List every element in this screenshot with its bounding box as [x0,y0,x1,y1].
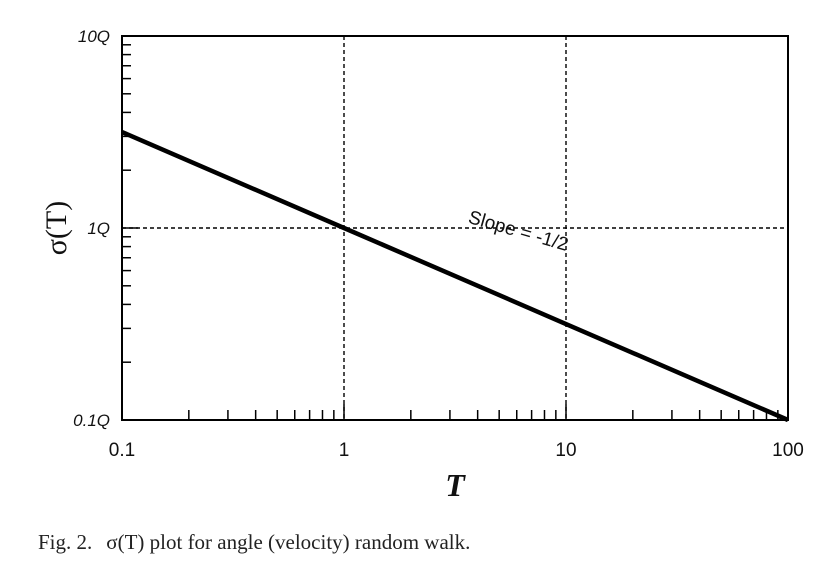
y-tick-labels: 0.1Q 1Q 10Q [73,27,110,430]
series-line [121,129,789,423]
figure-caption: Fig. 2. σ(T) plot for angle (velocity) ra… [38,530,470,555]
figure-caption-label: Fig. 2. [38,530,93,554]
y-tick-label: 0.1Q [73,411,110,430]
x-tick-label: 10 [555,440,576,461]
x-axis-title: T [445,467,466,503]
x-tick-label: 100 [772,440,804,461]
plot-frame [121,35,789,421]
y-tick-label: 1Q [87,219,110,238]
minor-ticks [121,35,789,421]
slope-annotation: Slope = -1/2 [466,207,571,256]
figure-caption-text: σ(T) plot for angle (velocity) random wa… [106,530,471,554]
x-tick-label: 0.1 [109,440,135,461]
x-tick-label: 1 [339,440,350,461]
y-tick-label: 10Q [78,27,110,46]
chart-plot: 0.1 1 10 100 0.1Q 1Q 10Q T σ(T) Slope = -1/2 [40,27,804,503]
grid-lines [122,36,788,420]
series-layer [121,129,789,423]
y-axis-title: σ(T) [40,201,73,255]
x-tick-labels: 0.1 1 10 100 [109,440,804,461]
